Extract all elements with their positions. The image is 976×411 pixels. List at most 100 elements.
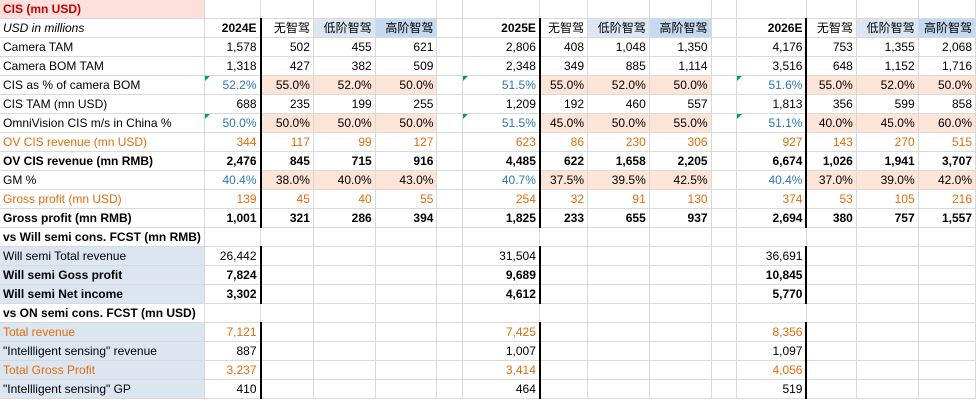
value-cell[interactable]: 648 (806, 56, 857, 76)
value-cell[interactable]: 515 (918, 132, 976, 152)
empty-cell[interactable] (711, 0, 738, 19)
empty-cell[interactable] (436, 246, 464, 266)
value-cell[interactable]: 254 (462, 189, 541, 209)
value-cell[interactable]: 916 (375, 151, 438, 171)
row-label[interactable]: Gross profit (mn RMB) (0, 208, 205, 228)
value-cell[interactable]: 55 (375, 189, 438, 209)
section-value[interactable]: 7,425 (462, 322, 541, 342)
empty-cell[interactable] (806, 227, 857, 247)
empty-cell[interactable] (918, 341, 976, 361)
sub-header[interactable]: 无智驾 (539, 18, 589, 38)
sub-header[interactable]: 无智驾 (260, 18, 314, 38)
value-cell[interactable]: 45 (260, 189, 314, 209)
gap-column-cell[interactable] (436, 132, 464, 152)
empty-cell[interactable] (856, 265, 919, 285)
empty-cell[interactable] (539, 303, 589, 323)
gap-column-cell[interactable] (436, 18, 464, 38)
value-cell[interactable]: 621 (375, 37, 438, 57)
value-cell[interactable]: 623 (462, 132, 541, 152)
value-cell[interactable]: 460 (587, 94, 650, 114)
value-cell[interactable]: 2,068 (918, 37, 976, 57)
gap-column-cell[interactable] (711, 56, 738, 76)
row-label[interactable]: Gross profit (mn USD) (0, 189, 205, 209)
section-row-label[interactable]: Will semi Total revenue (0, 246, 205, 266)
row-label[interactable]: OV CIS revenue (mn RMB) (0, 151, 205, 171)
section-value[interactable]: 36,691 (736, 246, 808, 266)
gap-column-cell[interactable] (711, 208, 738, 228)
value-cell[interactable]: 757 (856, 208, 919, 228)
gap-column-cell[interactable] (436, 94, 464, 114)
empty-cell[interactable] (436, 379, 464, 399)
value-cell[interactable]: 455 (313, 37, 376, 57)
empty-cell[interactable] (918, 0, 976, 19)
sub-header[interactable]: 低阶智驾 (856, 18, 919, 38)
value-cell[interactable]: 1,557 (918, 208, 976, 228)
value-cell[interactable]: 509 (375, 56, 438, 76)
empty-cell[interactable] (313, 360, 376, 380)
empty-cell[interactable] (462, 303, 541, 323)
empty-cell[interactable] (313, 0, 376, 19)
empty-cell[interactable] (587, 303, 650, 323)
value-cell[interactable]: 235 (260, 94, 314, 114)
value-cell[interactable]: 3,707 (918, 151, 976, 171)
empty-cell[interactable] (806, 0, 857, 19)
value-cell[interactable]: 42.5% (649, 170, 712, 190)
value-cell[interactable]: 91 (587, 189, 650, 209)
value-cell[interactable]: 1,026 (806, 151, 857, 171)
section-value[interactable]: 519 (736, 379, 808, 399)
value-cell[interactable]: 753 (806, 37, 857, 57)
value-cell[interactable]: 99 (313, 132, 376, 152)
empty-cell[interactable] (313, 284, 376, 304)
value-cell[interactable]: 2,348 (462, 56, 541, 76)
value-cell[interactable]: 356 (806, 94, 857, 114)
value-cell[interactable]: 1,941 (856, 151, 919, 171)
sub-header[interactable]: 高阶智驾 (918, 18, 976, 38)
value-cell[interactable]: 655 (587, 208, 650, 228)
empty-cell[interactable] (918, 227, 976, 247)
value-cell[interactable]: 50.0% (587, 113, 650, 133)
section-value[interactable]: 410 (204, 379, 262, 399)
empty-cell[interactable] (539, 379, 589, 399)
empty-cell[interactable] (736, 303, 807, 323)
value-cell[interactable]: 937 (649, 208, 712, 228)
empty-cell[interactable] (313, 379, 376, 399)
empty-cell[interactable] (918, 246, 976, 266)
value-cell[interactable]: 55.0% (806, 75, 857, 95)
empty-cell[interactable] (806, 322, 857, 342)
value-cell[interactable]: 4,485 (462, 151, 541, 171)
section-row-label[interactable]: Will semi Net income (0, 284, 205, 304)
row-label[interactable]: GM % (0, 170, 205, 190)
value-cell[interactable]: 622 (539, 151, 589, 171)
value-cell[interactable]: 50.0% (375, 113, 438, 133)
empty-cell[interactable] (375, 227, 438, 247)
empty-cell[interactable] (711, 322, 738, 342)
value-cell[interactable]: 1,209 (462, 94, 541, 114)
gap-column-cell[interactable] (711, 37, 738, 57)
value-cell[interactable]: 51.1% (736, 113, 808, 133)
value-cell[interactable]: 233 (539, 208, 589, 228)
empty-cell[interactable] (539, 246, 589, 266)
gap-column-cell[interactable] (436, 151, 464, 171)
value-cell[interactable]: 51.6% (736, 75, 808, 95)
empty-cell[interactable] (649, 284, 712, 304)
empty-cell[interactable] (649, 246, 712, 266)
row-label[interactable]: Camera BOM TAM (0, 56, 205, 76)
empty-cell[interactable] (260, 379, 314, 399)
value-cell[interactable]: 230 (587, 132, 650, 152)
empty-cell[interactable] (918, 265, 976, 285)
empty-cell[interactable] (649, 379, 712, 399)
value-cell[interactable]: 50.0% (649, 75, 712, 95)
empty-cell[interactable] (587, 246, 650, 266)
empty-cell[interactable] (375, 379, 438, 399)
empty-cell[interactable] (806, 284, 857, 304)
section-header-on[interactable]: vs ON semi cons. FCST (mn USD) (0, 303, 205, 323)
value-cell[interactable]: 885 (587, 56, 650, 76)
value-cell[interactable]: 51.5% (462, 113, 541, 133)
section-value[interactable]: 9,689 (462, 265, 541, 285)
value-cell[interactable]: 408 (539, 37, 589, 57)
value-cell[interactable]: 45.0% (856, 113, 919, 133)
value-cell[interactable]: 255 (375, 94, 438, 114)
value-cell[interactable]: 55.0% (260, 75, 314, 95)
empty-cell[interactable] (711, 265, 738, 285)
